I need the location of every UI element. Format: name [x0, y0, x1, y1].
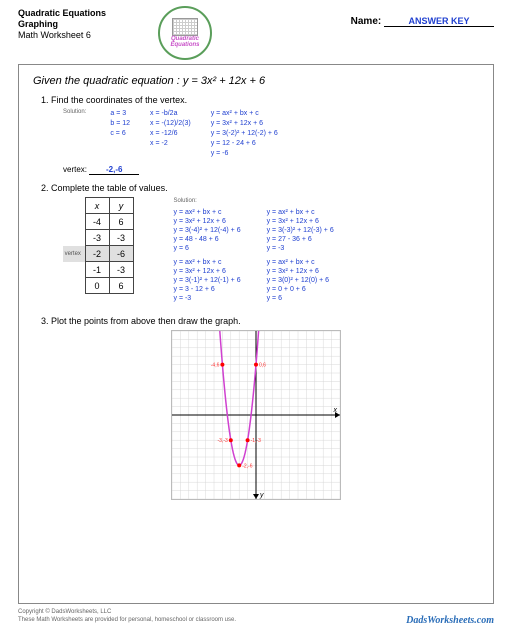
logo-text: QuadraticEquations [170, 36, 199, 48]
svg-text:-4,6: -4,6 [211, 363, 220, 369]
q1-solution: Solution: a = 3b = 12c = 6 x = -b/2ax = … [63, 109, 479, 159]
values-table: xy -46-3-3vertex-2-6-1-306 [63, 197, 134, 294]
title-main: Quadratic Equations [18, 8, 106, 18]
svg-text:x: x [333, 407, 338, 414]
header: Quadratic Equations Graphing Math Worksh… [18, 8, 494, 60]
title-sub: Graphing [18, 19, 106, 29]
name-block: Name: ANSWER KEY [351, 16, 494, 27]
logo: QuadraticEquations [158, 6, 212, 60]
q2-text: 2. Complete the table of values. [41, 183, 479, 193]
q2-block: xy -46-3-3vertex-2-6-1-306 Solution: y =… [63, 197, 479, 308]
vertex-answer: vertex: -2,-6 [63, 165, 479, 175]
svg-text:-2,-6: -2,-6 [242, 463, 253, 469]
name-label: Name: [351, 16, 382, 27]
svg-text:y: y [259, 492, 264, 499]
title-block: Quadratic Equations Graphing Math Worksh… [18, 8, 106, 40]
svg-text:-3,-3: -3,-3 [218, 438, 229, 444]
q1-text: 1. Find the coordinates of the vertex. [41, 95, 479, 105]
brand: DadsWorksheets.com [406, 615, 494, 626]
name-value: ANSWER KEY [384, 16, 494, 27]
content: Given the quadratic equation : y = 3x² +… [18, 64, 494, 604]
title-line3: Math Worksheet 6 [18, 30, 106, 40]
graph: x y -4,6 -3,-3 -2,-6 -1,-3 0,6 [171, 330, 341, 500]
svg-text:-1,-3: -1,-3 [251, 438, 262, 444]
svg-text:0,6: 0,6 [259, 363, 266, 369]
logo-grid-icon [172, 18, 198, 36]
q2-solution: Solution: y = ax² + bx + cy = 3x² + 12x … [174, 197, 334, 308]
q3-text: 3. Plot the points from above then draw … [41, 316, 479, 326]
equation: Given the quadratic equation : y = 3x² +… [33, 75, 479, 87]
